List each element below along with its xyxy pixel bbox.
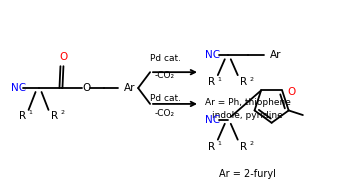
- Text: NC: NC: [11, 83, 26, 93]
- Text: -CO₂: -CO₂: [155, 109, 175, 118]
- Text: 2: 2: [60, 110, 65, 115]
- Text: O: O: [59, 52, 68, 62]
- Text: NC: NC: [205, 50, 220, 60]
- Text: R: R: [19, 111, 26, 121]
- Text: Ar = 2-furyl: Ar = 2-furyl: [219, 169, 276, 179]
- Text: Pd cat.: Pd cat.: [150, 94, 180, 103]
- Text: R: R: [208, 142, 215, 152]
- Text: Ar: Ar: [124, 83, 136, 93]
- Text: Ar = Ph, thiophene: Ar = Ph, thiophene: [205, 98, 291, 107]
- Text: -CO₂: -CO₂: [155, 71, 175, 80]
- Text: Pd cat.: Pd cat.: [150, 54, 180, 63]
- Text: 2: 2: [250, 77, 254, 82]
- Text: Ar: Ar: [270, 50, 281, 60]
- Text: NC: NC: [205, 115, 220, 125]
- Text: indole, pyridine: indole, pyridine: [212, 111, 283, 120]
- Text: R: R: [240, 77, 247, 87]
- Text: 1: 1: [28, 110, 33, 115]
- Text: O: O: [287, 88, 295, 98]
- Text: 1: 1: [218, 141, 222, 146]
- Text: 1: 1: [218, 77, 222, 82]
- Text: O: O: [82, 83, 91, 93]
- Text: R: R: [208, 77, 215, 87]
- Text: R: R: [51, 111, 58, 121]
- Text: 2: 2: [250, 141, 254, 146]
- Text: R: R: [240, 142, 247, 152]
